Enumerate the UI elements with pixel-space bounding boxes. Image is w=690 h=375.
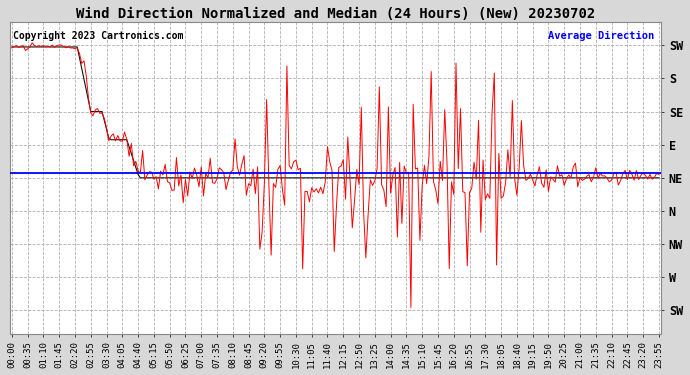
Title: Wind Direction Normalized and Median (24 Hours) (New) 20230702: Wind Direction Normalized and Median (24… (76, 7, 595, 21)
Text: Copyright 2023 Cartronics.com: Copyright 2023 Cartronics.com (13, 32, 184, 42)
Text: Average Direction: Average Direction (549, 32, 655, 42)
